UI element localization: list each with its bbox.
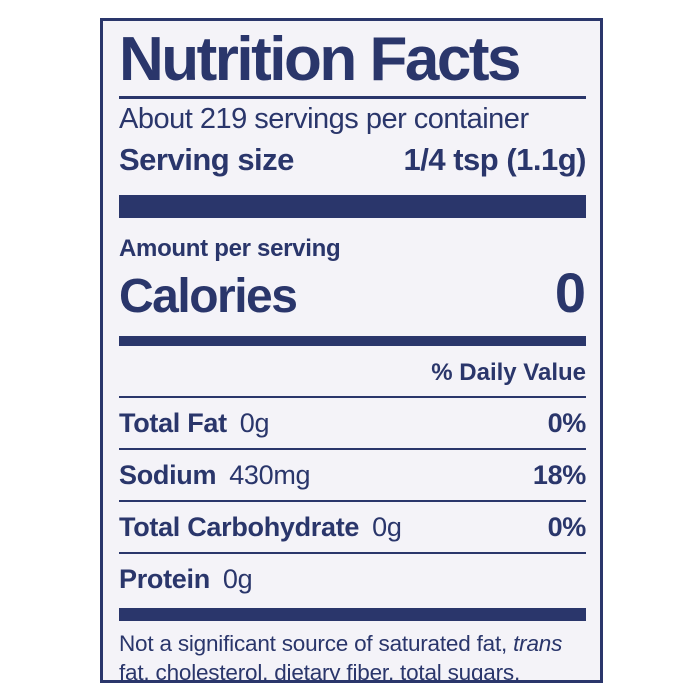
serving-size-label: Serving size [119, 142, 294, 178]
footnote-text-before: Not a significant source of saturated fa… [119, 630, 514, 656]
nutrient-amount: 430mg [229, 459, 311, 490]
nutrient-row-total-carbohydrate: Total Carbohydrate 0g 0% [119, 502, 586, 554]
nutrient-row-total-fat: Total Fat 0g 0% [119, 398, 586, 450]
calories-label: Calories [119, 270, 298, 324]
nutrient-row-sodium: Sodium 430mg 18% [119, 450, 586, 502]
thick-divider-bottom [119, 607, 586, 621]
footnote-italic-trans: trans [513, 630, 563, 656]
thick-divider-top [119, 195, 586, 219]
nutrient-row-protein: Protein 0g [119, 554, 586, 604]
calories-row: Calories 0 [119, 265, 586, 322]
nutrient-amount: 0g [222, 563, 253, 594]
serving-size-value: 1/4 tsp (1.1g) [403, 142, 587, 178]
nutrient-name: Total Fat [119, 407, 227, 438]
label-title: Nutrition Facts [119, 25, 521, 94]
nutrient-daily-value: 0% [547, 407, 587, 438]
nutrition-facts-label: Nutrition Facts About 219 servings per c… [100, 18, 603, 683]
footnote: Not a significant source of saturated fa… [119, 629, 586, 683]
calories-value: 0 [554, 261, 586, 325]
title-divider [119, 95, 586, 99]
amount-per-serving-label: Amount per serving [119, 235, 341, 263]
medium-divider [119, 335, 586, 346]
serving-size-row: Serving size 1/4 tsp (1.1g) [119, 142, 586, 178]
nutrient-amount: 0g [372, 511, 402, 542]
nutrient-name: Protein [119, 563, 210, 594]
footnote-text-after: fat, cholesterol, dietary fiber, total s… [119, 659, 521, 683]
nutrient-name: Sodium [119, 459, 217, 490]
nutrient-daily-value: 18% [532, 459, 586, 490]
nutrient-name: Total Carbohydrate [119, 511, 360, 542]
servings-per-container: About 219 servings per container [119, 102, 529, 135]
nutrient-amount: 0g [239, 407, 270, 438]
daily-value-header: % Daily Value [119, 359, 586, 398]
nutrient-daily-value: 0% [547, 511, 587, 542]
